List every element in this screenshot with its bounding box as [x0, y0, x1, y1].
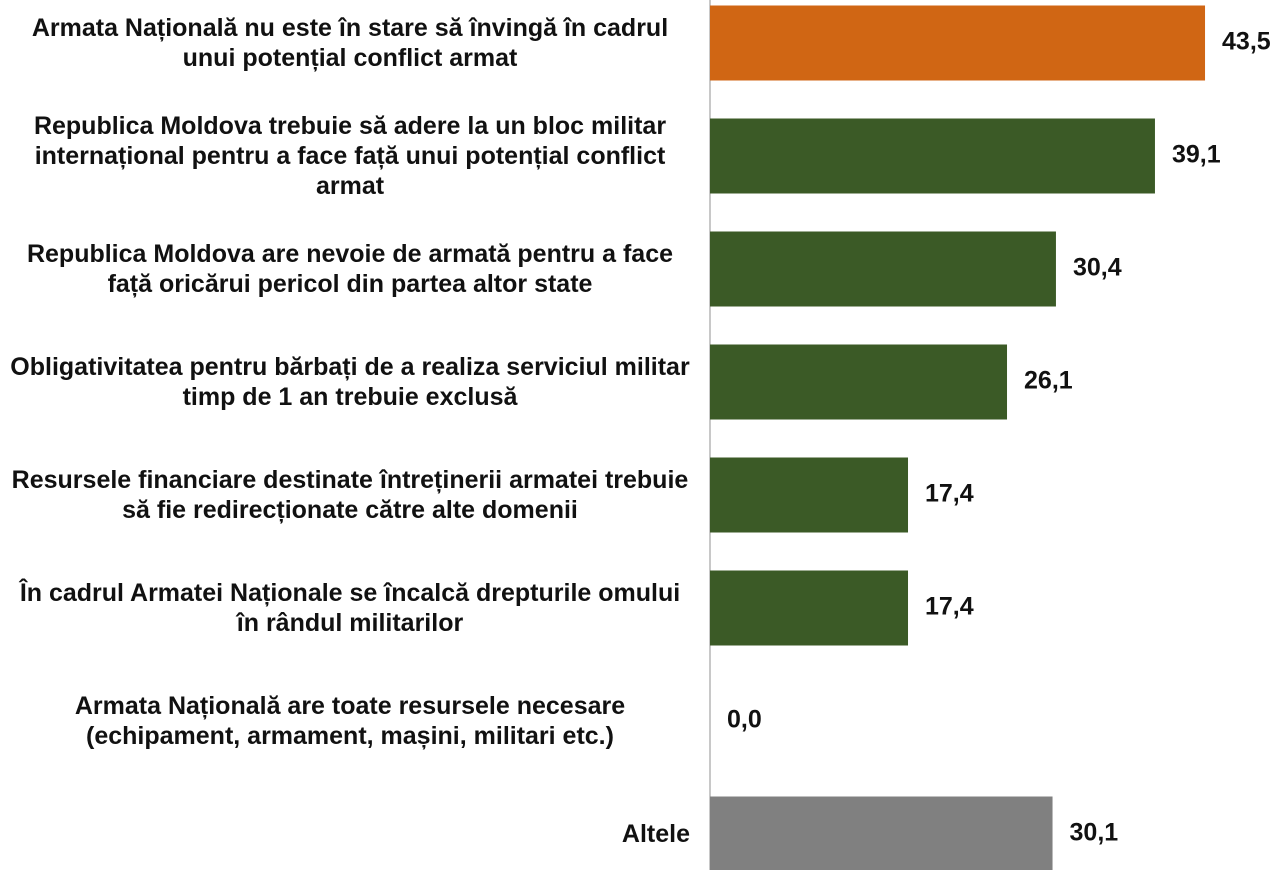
- category-label-box: Altele: [0, 819, 690, 849]
- bar: [710, 5, 1206, 81]
- bar: [710, 344, 1008, 420]
- category-label: Armata Națională are toate resursele nec…: [74, 692, 626, 750]
- value-label: 30,1: [1070, 819, 1119, 847]
- category-label-box: Armata Națională nu este în stare să înv…: [0, 13, 690, 73]
- category-label-box: Obligativitatea pentru bărbați de a real…: [0, 352, 690, 412]
- category-label-box: Republica Moldova are nevoie de armată p…: [0, 239, 690, 299]
- bar: [710, 231, 1056, 307]
- value-label: 17,4: [925, 593, 974, 621]
- category-label: Obligativitatea pentru bărbați de a real…: [10, 353, 690, 411]
- value-label: 26,1: [1024, 367, 1073, 395]
- category-label: Altele: [621, 820, 690, 848]
- category-label: În cadrul Armatei Naționale se încalcă d…: [19, 579, 681, 637]
- category-label-box: Republica Moldova trebuie să adere la un…: [0, 111, 690, 201]
- bar: [710, 796, 1053, 870]
- bar: [710, 457, 909, 533]
- category-label-box: În cadrul Armatei Naționale se încalcă d…: [0, 578, 690, 638]
- bar: [710, 570, 909, 646]
- value-label: 39,1: [1172, 141, 1221, 169]
- category-label: Resursele financiare destinate întreține…: [11, 466, 689, 524]
- value-label: 0,0: [727, 706, 762, 734]
- category-label-box: Resursele financiare destinate întreține…: [0, 465, 690, 525]
- value-label: 43,5: [1222, 28, 1271, 56]
- category-label: Armata Națională nu este în stare să înv…: [31, 14, 669, 72]
- category-label: Republica Moldova are nevoie de armată p…: [26, 240, 674, 298]
- bar: [710, 118, 1155, 194]
- value-label: 17,4: [925, 480, 974, 508]
- value-label: 30,4: [1073, 254, 1122, 282]
- category-label-box: Armata Națională are toate resursele nec…: [0, 691, 690, 751]
- category-label: Republica Moldova trebuie să adere la un…: [33, 112, 667, 200]
